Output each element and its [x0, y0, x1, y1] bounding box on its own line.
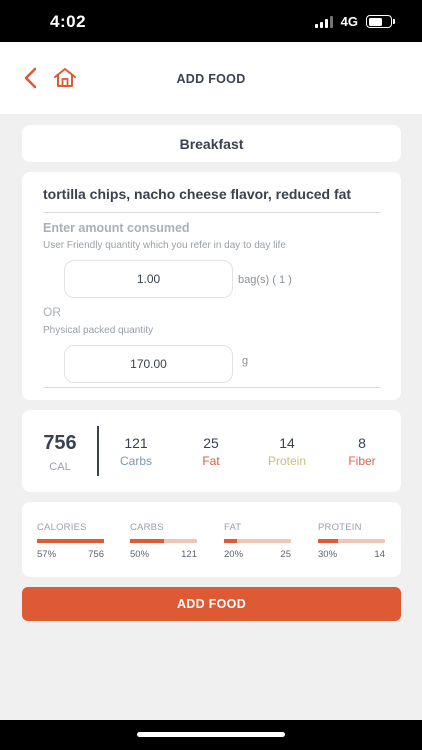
status-bar: 4:02 4G [0, 0, 422, 42]
signal-icon [314, 15, 333, 28]
progress-fill [37, 539, 104, 543]
food-name: tortilla chips, nacho cheese flavor, red… [43, 186, 352, 202]
progress-track [37, 539, 104, 543]
home-indicator-area [0, 720, 422, 750]
progress-fill [318, 539, 339, 543]
macro-carbs: 121 Carbs [101, 410, 171, 468]
progress-name: FAT [224, 522, 242, 533]
amount-label: Enter amount consumed [43, 221, 190, 235]
progress-carbs: CARBS 50% 121 [130, 522, 197, 560]
add-food-button[interactable]: ADD FOOD [22, 587, 401, 621]
meal-selector[interactable]: Breakfast [22, 125, 401, 162]
progress-protein: PROTEIN 30% 14 [318, 522, 385, 560]
or-label: OR [43, 305, 61, 319]
calories-value: 756 [43, 432, 77, 454]
macro-value: 25 [203, 435, 219, 451]
progress-percent: 57% [37, 549, 57, 560]
macro-fat: 25 Fat [176, 410, 246, 468]
progress-fat: FAT 20% 25 [224, 522, 291, 560]
progress-amount: 14 [374, 549, 385, 560]
food-details-card: tortilla chips, nacho cheese flavor, red… [22, 172, 401, 400]
user-unit-label[interactable]: bag(s) ( 1 ) [238, 274, 292, 286]
page-title: ADD FOOD [176, 72, 246, 86]
progress-amount: 756 [88, 549, 104, 560]
home-icon[interactable] [53, 66, 77, 90]
progress-fill [224, 539, 238, 543]
progress-amount: 121 [181, 549, 197, 560]
progress-amount: 25 [280, 549, 291, 560]
progress-percent: 50% [130, 549, 150, 560]
macro-fiber: 8 Fiber [327, 410, 397, 468]
network-type: 4G [340, 14, 358, 29]
divider [43, 387, 381, 388]
packed-quantity-hint: Physical packed quantity [43, 325, 154, 336]
macro-label: Fat [202, 454, 220, 468]
back-arrow-icon[interactable] [20, 66, 42, 90]
progress-fill [130, 539, 164, 543]
progress-percent: 20% [224, 549, 244, 560]
daily-progress-card: CALORIES 57% 756 CARBS 50% 121 FAT 20% 25 P… [22, 502, 401, 577]
nav-bar: ADD FOOD [0, 42, 422, 114]
macro-label: Fiber [348, 454, 376, 468]
progress-calories: CALORIES 57% 756 [37, 522, 104, 560]
macro-value: 121 [124, 435, 148, 451]
progress-percent: 30% [318, 549, 338, 560]
progress-track [318, 539, 385, 543]
macro-value: 8 [358, 435, 366, 451]
status-icons: 4G [314, 14, 395, 29]
packed-quantity-input[interactable] [64, 345, 233, 383]
progress-name: CALORIES [37, 522, 87, 533]
progress-track [130, 539, 197, 543]
divider [43, 212, 381, 213]
macro-value: 14 [279, 435, 295, 451]
meal-name: Breakfast [179, 135, 244, 152]
summary-divider [97, 426, 99, 476]
macro-protein: 14 Protein [252, 410, 322, 468]
calories-unit: CAL [49, 461, 71, 473]
home-indicator[interactable] [137, 732, 285, 737]
amount-hint: User Friendly quantity which you refer i… [43, 240, 286, 251]
battery-icon [366, 15, 395, 28]
progress-name: CARBS [130, 522, 164, 533]
user-quantity-input[interactable] [64, 260, 233, 298]
progress-name: PROTEIN [318, 522, 362, 533]
nutrition-summary: 756 CAL 121 Carbs 25 Fat 14 Protein 8 Fi… [22, 410, 401, 492]
packed-unit-label: g [242, 355, 249, 367]
macro-label: Carbs [119, 454, 152, 468]
progress-track [224, 539, 291, 543]
status-time: 4:02 [50, 12, 87, 31]
macro-label: Protein [267, 454, 307, 468]
